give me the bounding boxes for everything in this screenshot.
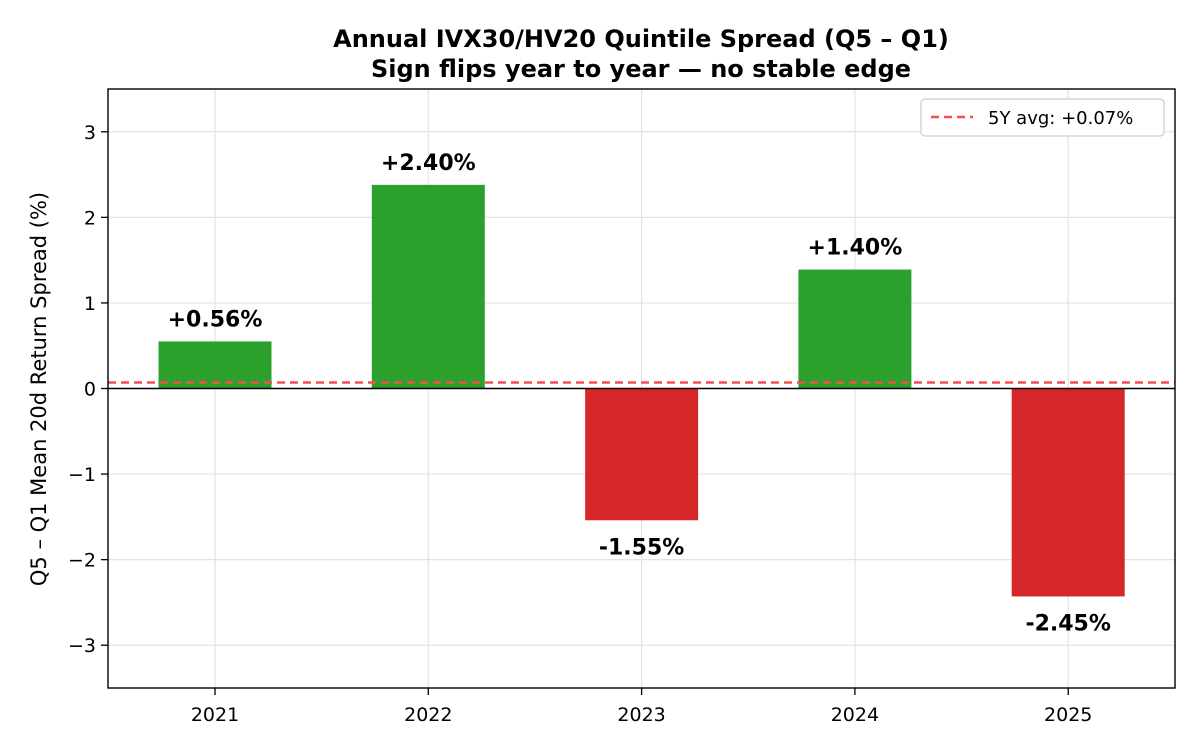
- bar-2025: [1011, 388, 1125, 597]
- chart-subtitle: Sign flips year to year — no stable edge: [371, 55, 911, 83]
- bar-2024: [798, 269, 912, 389]
- data-label-2025: -2.45%: [1025, 611, 1110, 636]
- x-tick-label: 2025: [1044, 704, 1092, 726]
- axes-layer: 3 2 1 0 −1 −2 −3 2021 2022 2023 2024 2025: [68, 88, 1176, 726]
- data-label-2023: -1.55%: [599, 535, 684, 560]
- data-label-2024: +1.40%: [808, 236, 903, 261]
- y-axis-label: Q5 – Q1 Mean 20d Return Spread (%): [27, 192, 51, 586]
- x-tick-label: 2021: [191, 704, 239, 726]
- y-tick-label: −2: [68, 550, 96, 572]
- y-tick-label: −1: [68, 464, 96, 486]
- x-tick-label: 2022: [404, 704, 452, 726]
- lines-layer: [108, 381, 1175, 390]
- legend: 5Y avg: +0.07%: [920, 98, 1165, 137]
- bar-2022: [371, 184, 485, 389]
- legend-box: [920, 98, 1165, 137]
- y-tick-label: 3: [84, 122, 96, 144]
- labels-layer: +0.56% +2.40% -1.55% +1.40% -2.45%: [168, 151, 1111, 637]
- chart-title: Annual IVX30/HV20 Quintile Spread (Q5 – …: [333, 25, 949, 53]
- x-tick-label: 2024: [831, 704, 879, 726]
- data-label-2022: +2.40%: [381, 151, 476, 176]
- y-tick-label: 2: [84, 207, 96, 229]
- y-tick-label: −3: [68, 635, 96, 657]
- y-tick-label: 1: [84, 293, 96, 315]
- bar-2023: [585, 388, 699, 521]
- data-label-2021: +0.56%: [168, 307, 263, 332]
- x-tick-label: 2023: [617, 704, 665, 726]
- bar-2021: [158, 341, 272, 389]
- y-tick-label: 0: [84, 379, 96, 401]
- legend-label: 5Y avg: +0.07%: [988, 108, 1133, 129]
- bars-layer: [158, 184, 1125, 597]
